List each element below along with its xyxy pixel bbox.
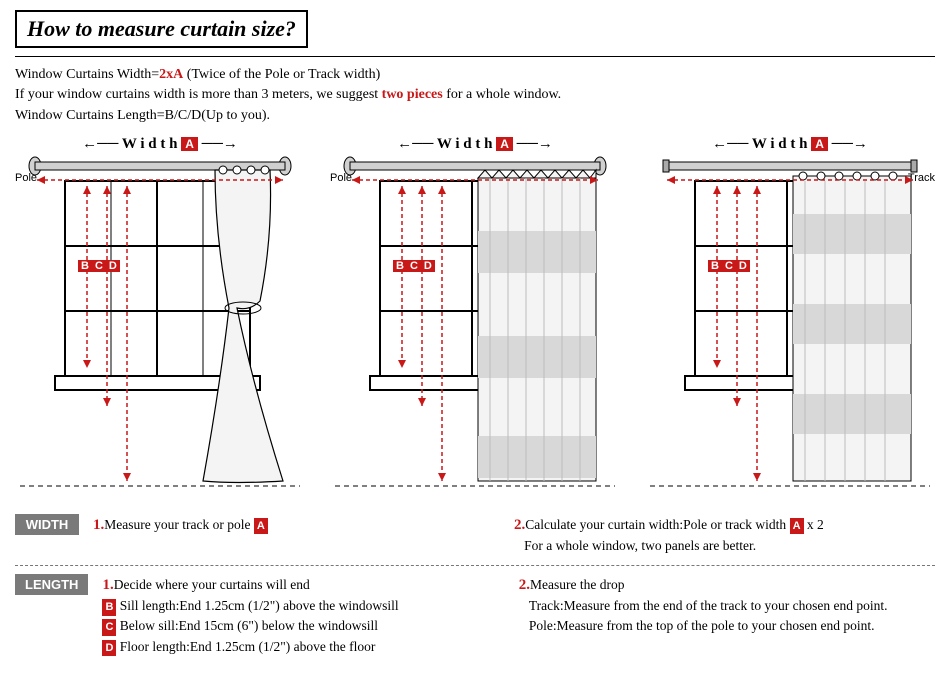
- width-step2a: Calculate your curtain width:Pole or tra…: [525, 517, 786, 532]
- length-track-note: Track:Measure from the end of the track …: [529, 598, 888, 613]
- width-step2-sub: For a whole window, two panels are bette…: [524, 538, 756, 553]
- diagram-svg-3: [645, 136, 935, 496]
- width-section-label: WIDTH: [15, 514, 79, 535]
- diagram-3: ←── W i d t h A ──→ Track BCD: [645, 136, 935, 496]
- width-section-body: 1.Measure your track or pole A 2.Calcula…: [93, 514, 935, 557]
- length-section-body: 1.Decide where your curtains will end B …: [102, 574, 935, 657]
- intro-l1a: Window Curtains Width=: [15, 67, 159, 82]
- bcd-2: BCD: [393, 256, 435, 274]
- length-d-text: Floor length:End 1.25cm (1/2") above the…: [120, 639, 376, 654]
- width-step2b: x 2: [804, 517, 824, 532]
- d-1: D: [106, 260, 120, 272]
- b-3: B: [708, 260, 722, 272]
- d-3: D: [736, 260, 750, 272]
- diagram-svg-2: [330, 136, 620, 496]
- diagram-row: ←── W i d t h A ──→ Pole: [15, 136, 935, 496]
- bcd-3: BCD: [708, 256, 750, 274]
- c-2: C: [407, 260, 421, 272]
- page-title: How to measure curtain size?: [15, 10, 308, 48]
- badge-d-l: D: [102, 640, 116, 657]
- badge-b-l: B: [102, 599, 116, 616]
- b-1: B: [78, 260, 92, 272]
- intro-l2b: two pieces: [382, 87, 443, 102]
- title-rule: [15, 56, 935, 57]
- width-step1: 1.Measure your track or pole A: [93, 514, 514, 557]
- width-step1-text: Measure your track or pole: [104, 517, 250, 532]
- badge-c-l: C: [102, 619, 116, 636]
- badge-a-w2: A: [790, 518, 804, 535]
- intro-l1b: 2xA: [159, 67, 183, 82]
- width-section: WIDTH 1.Measure your track or pole A 2.C…: [15, 514, 935, 557]
- intro-l3: Window Curtains Length=B/C/D(Up to you).: [15, 108, 270, 123]
- diagram-1: ←── W i d t h A ──→ Pole: [15, 136, 305, 496]
- d-2: D: [421, 260, 435, 272]
- c-3: C: [722, 260, 736, 272]
- width-step2: 2.Calculate your curtain width:Pole or t…: [514, 514, 935, 557]
- length-b-text: Sill length:End 1.25cm (1/2") above the …: [120, 598, 399, 613]
- diagram-svg-1: [15, 136, 305, 496]
- b-2: B: [393, 260, 407, 272]
- bcd-1: BCD: [78, 256, 120, 274]
- diagram-2: ←── W i d t h A ──→ Pole BCD: [330, 136, 620, 496]
- intro-text: Window Curtains Width=2xA (Twice of the …: [15, 65, 935, 126]
- intro-l2c: for a whole window.: [443, 87, 561, 102]
- length-section-label: LENGTH: [15, 574, 88, 595]
- badge-a-w1: A: [254, 518, 268, 535]
- length-pole-note: Pole:Measure from the top of the pole to…: [529, 618, 875, 633]
- length-step2: 2.Measure the drop Track:Measure from th…: [519, 574, 935, 657]
- length-step2-text: Measure the drop: [530, 577, 624, 592]
- length-step1-text: Decide where your curtains will end: [114, 577, 310, 592]
- length-section: LENGTH 1.Decide where your curtains will…: [15, 574, 935, 657]
- intro-l2a: If your window curtains width is more th…: [15, 87, 382, 102]
- section-divider: [15, 565, 935, 566]
- c-1: C: [92, 260, 106, 272]
- length-c-text: Below sill:End 15cm (6") below the windo…: [120, 618, 378, 633]
- intro-l1c: (Twice of the Pole or Track width): [183, 67, 380, 82]
- length-step1: 1.Decide where your curtains will end B …: [102, 574, 518, 657]
